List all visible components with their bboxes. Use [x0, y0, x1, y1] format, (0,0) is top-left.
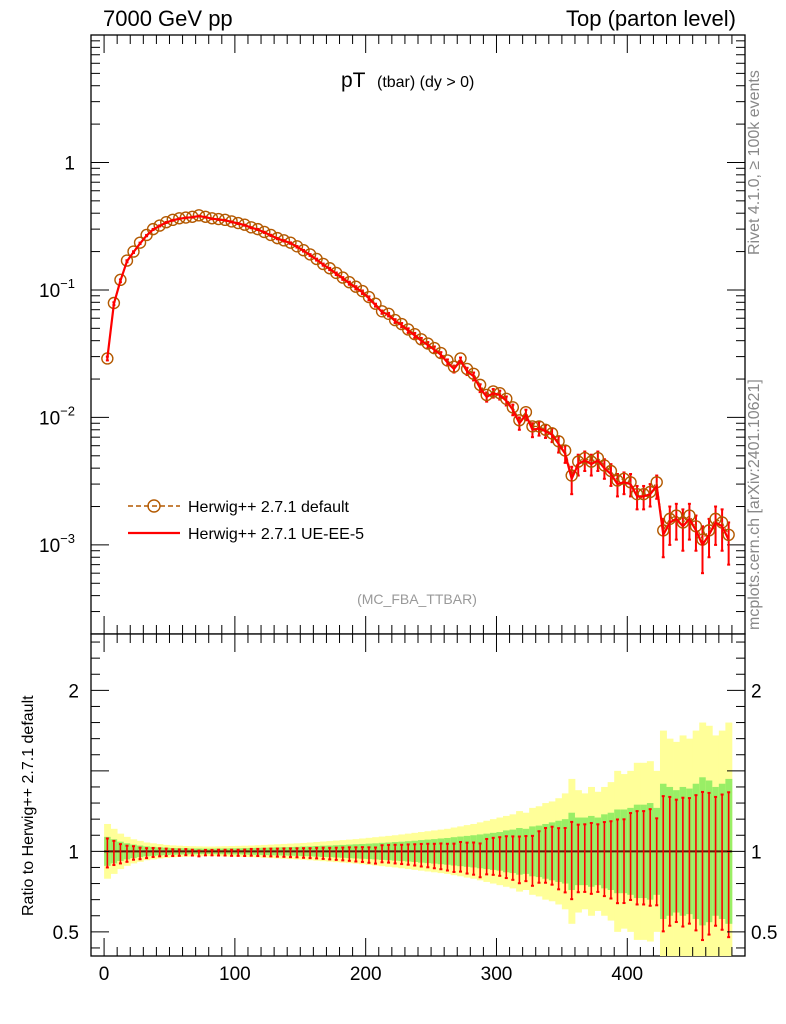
series-default-point [160, 215, 173, 229]
main-y-tick-label: 1 [64, 153, 75, 174]
rivet-version-label: Rivet 4.1.0, ≥ 100k events [746, 70, 763, 255]
series-default-point [441, 354, 454, 367]
legend: Herwig++ 2.7.1 default Herwig++ 2.7.1 UE… [128, 499, 364, 543]
series-default-point [271, 231, 284, 245]
series-default-point [421, 337, 435, 350]
series-default-point [676, 516, 690, 529]
series-default-point [382, 307, 395, 320]
header-right-label: Top (parton level) [566, 6, 736, 31]
series-default-point [120, 254, 134, 267]
mcplots-label: mcplots.cern.ch [arXiv:2401.10621] [746, 379, 763, 630]
series-default-point [415, 333, 428, 346]
series-default-point [454, 352, 467, 365]
x-tick-label: 400 [611, 964, 643, 985]
series-default-point [114, 273, 127, 287]
x-tick-label: 100 [219, 964, 251, 985]
series-default-point [447, 360, 461, 373]
series-default-point [526, 420, 539, 433]
series-default-point [343, 276, 356, 289]
series-default-point [127, 245, 140, 258]
series-default-point [245, 221, 258, 234]
series-default-point [297, 244, 310, 257]
series-default-point [362, 290, 376, 304]
ratio-y-tick-label-right: 1 [751, 842, 762, 863]
ratio-y-tick-label-right: 0.5 [751, 923, 777, 944]
series-default-point [277, 234, 291, 247]
x-tick-label: 0 [99, 964, 110, 985]
series-default-point [434, 346, 448, 360]
legend-default-marker [147, 499, 161, 513]
main-y-tick-label: 10−2 [39, 403, 75, 429]
series-default-point [290, 240, 304, 253]
ratio-plot: 0.5 0.5 1 1 2 2 0 100 200 300 400 [53, 633, 778, 985]
series-default-point [487, 385, 500, 398]
series-default-point [133, 236, 147, 249]
main-axis-ticks [91, 34, 745, 635]
legend-ue-label: Herwig++ 2.7.1 UE-EE-5 [188, 526, 364, 543]
series-default-point [303, 248, 317, 261]
header-left-label: 7000 GeV pp [103, 6, 233, 31]
plot-title-main: pT [341, 69, 366, 92]
series-default-point [519, 405, 533, 419]
series-default-point [500, 392, 513, 405]
series-default-point [330, 266, 343, 280]
ratio-tick-labels: 0.5 0.5 1 1 2 2 0 100 200 300 400 [53, 681, 778, 985]
series-default-point [513, 414, 526, 427]
ratio-points [105, 790, 731, 942]
series-default-point [473, 378, 487, 392]
series-default-point [591, 451, 605, 465]
series-default-point [336, 271, 349, 284]
series-default-point [552, 435, 565, 448]
series-default-point [506, 401, 520, 414]
main-y-tick-label: 10−3 [39, 531, 75, 557]
series-default-point [264, 228, 278, 242]
x-tick-label: 300 [481, 964, 513, 985]
series-default-point [192, 209, 206, 222]
series-default-point [153, 219, 166, 232]
series-default-point [388, 313, 402, 327]
ratio-y-tick-label-right: 2 [751, 681, 762, 702]
series-default-point [316, 257, 330, 271]
series-default-point [375, 305, 389, 318]
main-tick-labels: 1 10−1 10−2 10−3 [39, 153, 75, 556]
ratio-y-tick-label-left: 1 [68, 842, 79, 863]
series-default-point [349, 280, 363, 293]
series-default-point [545, 427, 559, 440]
series-default-point [258, 225, 271, 239]
series-default-point [146, 222, 160, 236]
series-default-point [369, 297, 382, 310]
main-y-tick-label: 10−1 [39, 276, 75, 302]
series-default-point [630, 487, 644, 501]
series-default-point [643, 485, 657, 499]
ratio-axis-ticks [91, 634, 745, 956]
ratio-y-axis-label: Ratio to Herwig++ 2.7.1 default [20, 695, 37, 916]
legend-default-label: Herwig++ 2.7.1 default [188, 499, 350, 516]
series-default-point [617, 472, 631, 486]
series-default-point [722, 528, 735, 542]
plot-title-sub: (tbar) (dy > 0) [377, 74, 474, 91]
ratio-y-tick-label-left: 2 [68, 681, 79, 702]
x-tick-label: 200 [350, 964, 382, 985]
series-default-point [467, 367, 480, 380]
analysis-watermark: (MC_FBA_TTBAR) [357, 591, 477, 607]
series-ue-line [106, 214, 730, 548]
main-plot: 1 10−1 10−2 10−3 pT (tbar) (dy > 0) (MC_FBA… [39, 34, 746, 635]
series-default-point [611, 474, 624, 487]
series-default-point [532, 420, 546, 433]
series-ue-ee-5 [106, 214, 730, 548]
series-default-point [323, 262, 336, 275]
series-default-point [604, 464, 618, 478]
plot-title: pT (tbar) (dy > 0) [341, 69, 474, 92]
series-default-point [578, 451, 591, 465]
series-default-point [670, 509, 683, 522]
series-default-point [284, 236, 297, 249]
ratio-y-tick-label-left: 0.5 [53, 923, 79, 944]
